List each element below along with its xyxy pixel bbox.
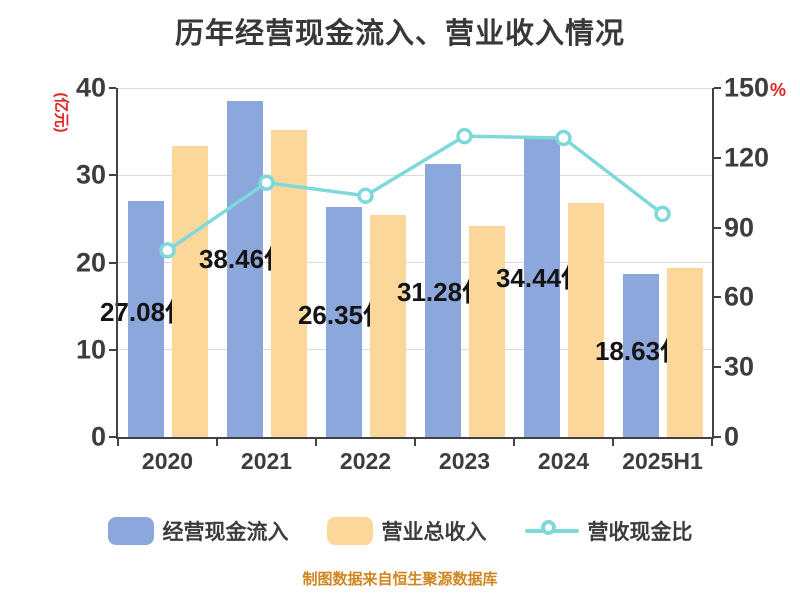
right-axis-tick-label: 120 xyxy=(724,142,770,173)
right-axis-tick-label: 0 xyxy=(724,421,740,452)
bar-revenue-2021 xyxy=(270,129,307,437)
x-axis-tick xyxy=(513,439,515,446)
chart-title: 历年经营现金流入、营业收入情况 xyxy=(174,18,625,50)
x-axis-label-2020: 2020 xyxy=(141,448,194,474)
x-axis-label-2024: 2024 xyxy=(537,448,590,474)
left-axis-tick xyxy=(109,87,116,89)
legend-swatch-cash-inflow-icon xyxy=(107,517,154,545)
gridline xyxy=(118,262,712,263)
legend-item-ratio: 营收现金比 xyxy=(524,516,693,546)
bar-cash-inflow-2025H1 xyxy=(622,274,659,437)
left-axis-line xyxy=(116,88,118,437)
right-axis-tick xyxy=(714,436,721,438)
left-axis-tick xyxy=(109,174,116,177)
bar-revenue-2024 xyxy=(567,203,604,437)
ratio-line-marker-icon xyxy=(654,205,671,223)
gridline xyxy=(118,349,712,351)
gridline xyxy=(118,87,712,89)
right-axis-tick-label: 30 xyxy=(724,351,755,382)
bar-revenue-2025H1 xyxy=(666,267,703,437)
bar-revenue-2020 xyxy=(171,145,208,437)
legend-label-cash-inflow: 经营现金流入 xyxy=(162,521,289,544)
legend-label-revenue: 营业总收入 xyxy=(381,521,487,544)
legend-line-dot-icon xyxy=(540,520,556,535)
bar-revenue-2023 xyxy=(468,225,505,437)
x-axis-label-2023: 2023 xyxy=(438,448,491,474)
left-axis-tick xyxy=(109,348,116,351)
bar-revenue-2022 xyxy=(369,215,406,437)
left-axis-tick-label: 10 xyxy=(75,334,106,365)
right-axis-tick-label: 90 xyxy=(724,212,755,243)
right-axis-tick xyxy=(714,366,721,369)
left-axis-tick-label: 0 xyxy=(90,421,106,452)
x-axis-tick xyxy=(711,439,713,446)
legend: 经营现金流入 营业总收入 营收现金比 xyxy=(0,516,800,546)
footer-note: 制图数据来自恒生聚源数据库 xyxy=(302,571,498,588)
right-axis-tick xyxy=(714,156,721,159)
right-axis-tick-label: 150 xyxy=(724,72,770,103)
legend-label-ratio: 营收现金比 xyxy=(587,521,693,544)
x-axis-label-2025H1: 2025H1 xyxy=(622,448,703,474)
ratio-line-marker-icon xyxy=(456,127,473,145)
left-axis-tick-label: 30 xyxy=(75,159,106,190)
x-axis-label-2022: 2022 xyxy=(339,448,392,474)
x-axis-tick xyxy=(216,439,218,446)
x-axis-tick xyxy=(117,439,119,446)
right-axis-tick xyxy=(714,296,721,299)
bottom-axis-line xyxy=(116,437,714,439)
x-axis-tick xyxy=(414,439,416,446)
legend-item-revenue: 营业总收入 xyxy=(326,516,487,546)
left-axis-tick-label: 20 xyxy=(75,247,106,277)
legend-item-cash-inflow: 经营现金流入 xyxy=(107,516,289,546)
legend-line-marker-icon xyxy=(524,517,579,545)
right-axis-tick xyxy=(714,87,721,89)
left-axis-tick xyxy=(109,436,116,438)
right-axis-unit-label: % xyxy=(770,80,787,100)
bar-cash-inflow-2020 xyxy=(127,200,164,437)
right-axis-line xyxy=(712,88,714,437)
x-axis-label-2021: 2021 xyxy=(240,448,293,474)
x-axis-tick xyxy=(315,439,317,446)
left-axis-tick xyxy=(109,261,116,264)
right-axis-tick-label: 60 xyxy=(724,281,755,312)
right-axis-tick xyxy=(714,226,721,229)
x-axis-tick xyxy=(612,439,614,446)
ratio-line-marker-icon xyxy=(357,187,374,204)
legend-swatch-revenue-icon xyxy=(326,517,373,545)
left-axis-tick-label: 40 xyxy=(75,72,106,103)
